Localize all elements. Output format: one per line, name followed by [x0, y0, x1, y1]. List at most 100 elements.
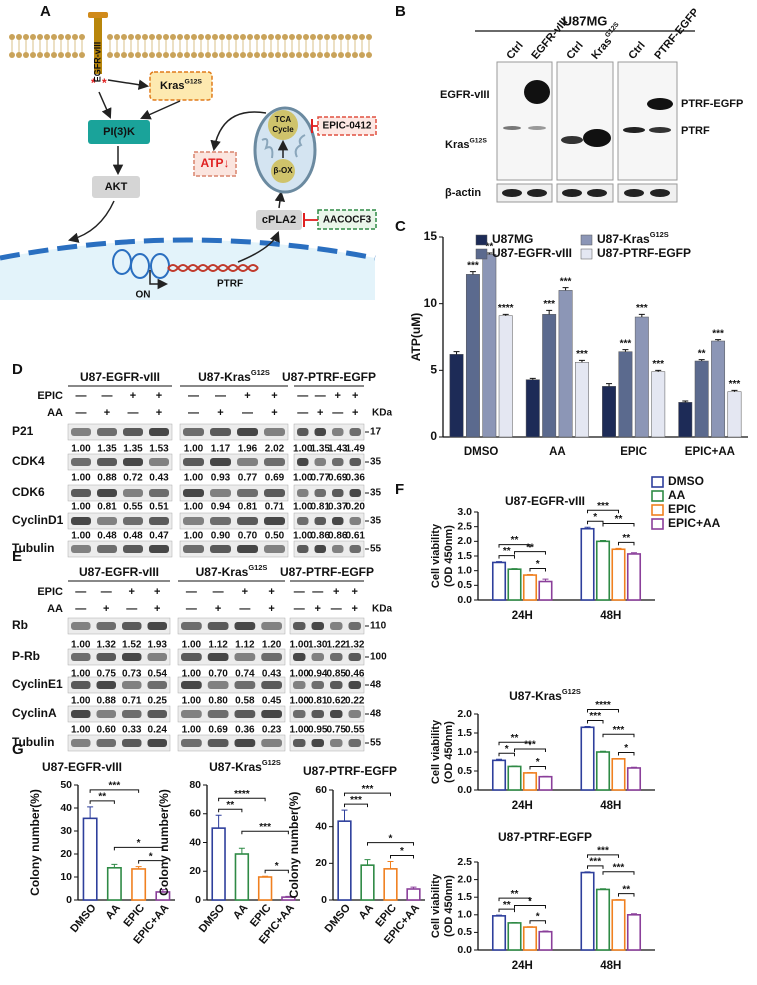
- treatment-sign: —: [294, 586, 305, 598]
- significance-bracket: [498, 544, 531, 548]
- quantification: 0.81: [238, 502, 258, 513]
- significance: ***: [636, 303, 648, 314]
- significance: **: [511, 733, 519, 744]
- lane-label: PTRF-EGFP: [652, 6, 701, 61]
- dna: [167, 264, 259, 272]
- kda-marker: 110: [370, 621, 387, 632]
- blot: [496, 61, 553, 181]
- dna: [167, 264, 259, 272]
- treatment-sign: +: [103, 603, 109, 615]
- lipid-head: [191, 34, 197, 40]
- quantification: 1.00: [290, 640, 310, 651]
- lipid-head: [324, 34, 330, 40]
- band: [149, 545, 169, 553]
- lipid-head: [352, 34, 358, 40]
- y-axis-label: Colony number(%): [157, 789, 171, 896]
- akt-box: [92, 176, 140, 198]
- bar: [611, 899, 626, 951]
- lipid-head: [310, 52, 316, 58]
- y-tick-label: 2.5: [457, 856, 472, 868]
- treatment-sign: —: [186, 586, 197, 598]
- band: [149, 428, 169, 436]
- blot-strip: [179, 453, 289, 471]
- quantification: 0.58: [235, 696, 255, 707]
- significance-bracket: [498, 741, 531, 746]
- lipid-head: [352, 52, 358, 58]
- lipid-head: [30, 52, 36, 58]
- lipid-head: [359, 52, 365, 58]
- lipid-head: [65, 52, 71, 58]
- significance-bracket: [529, 920, 546, 924]
- band: [149, 517, 169, 525]
- quantification: 1.00: [182, 669, 202, 680]
- band: [524, 80, 550, 104]
- significance: *: [536, 559, 540, 570]
- bar: [491, 915, 507, 951]
- band: [311, 739, 324, 747]
- treatment-sign: —: [239, 603, 250, 615]
- band: [96, 622, 116, 630]
- band: [311, 653, 324, 661]
- legend-label: U87MG: [492, 232, 533, 246]
- band: [181, 622, 202, 630]
- error-bar: [606, 383, 613, 387]
- group-title: U87-KrasG12S: [198, 368, 270, 384]
- cristae: [261, 134, 306, 159]
- band: [261, 681, 282, 689]
- band: [210, 545, 231, 553]
- significance-bracket: [344, 792, 391, 797]
- error-bar: [502, 313, 509, 316]
- panel-label: G: [12, 741, 24, 758]
- quantification: 0.88: [97, 696, 117, 707]
- node-label: cPLA2: [262, 214, 296, 226]
- error-bar: [584, 526, 591, 529]
- lipid-head: [79, 52, 85, 58]
- lipid-head: [58, 52, 64, 58]
- bar: [580, 726, 595, 791]
- panel-label: C: [395, 218, 406, 235]
- y-tick-label: 10: [424, 296, 438, 310]
- treatment-sign: +: [244, 390, 250, 402]
- lipid-head: [345, 34, 351, 40]
- bar: [498, 315, 513, 438]
- significance: ***: [350, 795, 362, 806]
- band: [147, 739, 167, 747]
- band: [527, 189, 547, 197]
- bar: [82, 817, 98, 901]
- group-title: U87-PTRF-EGFP: [282, 370, 376, 384]
- lipid-head: [72, 34, 78, 40]
- band: [264, 428, 285, 436]
- quantification: 1.35: [123, 444, 143, 455]
- significance-bracket: [218, 797, 266, 802]
- error-bar: [87, 806, 94, 819]
- blot-strip: [289, 617, 365, 635]
- band: [210, 489, 231, 497]
- lipid-head: [345, 52, 351, 58]
- quantification: 1.00: [71, 640, 91, 651]
- band: [71, 739, 91, 747]
- node-label: PI(3)K: [103, 126, 135, 138]
- quantification: 0.36: [235, 725, 255, 736]
- lipid-head: [177, 34, 183, 40]
- y-tick-label: 1.5: [457, 727, 472, 739]
- quantification: 0.20: [346, 502, 366, 513]
- group-title-main: U87-Kras: [198, 370, 251, 384]
- lipid-head: [149, 34, 155, 40]
- lane-label: Ctrl: [626, 40, 647, 62]
- band: [96, 653, 116, 661]
- band: [181, 739, 202, 747]
- quantification: 0.75: [97, 669, 117, 680]
- band: [503, 126, 521, 130]
- error-bar: [238, 847, 245, 854]
- band: [332, 489, 344, 497]
- band: [261, 739, 282, 747]
- blot-strip: [67, 617, 171, 635]
- lipid-head: [121, 34, 127, 40]
- blot: [617, 61, 678, 181]
- quantification: 1.35: [97, 444, 117, 455]
- quantification: 1.00: [182, 640, 202, 651]
- error-bar: [285, 895, 292, 898]
- epic-box: [317, 116, 377, 136]
- bar: [337, 820, 352, 901]
- kda-marker: 48: [370, 709, 382, 720]
